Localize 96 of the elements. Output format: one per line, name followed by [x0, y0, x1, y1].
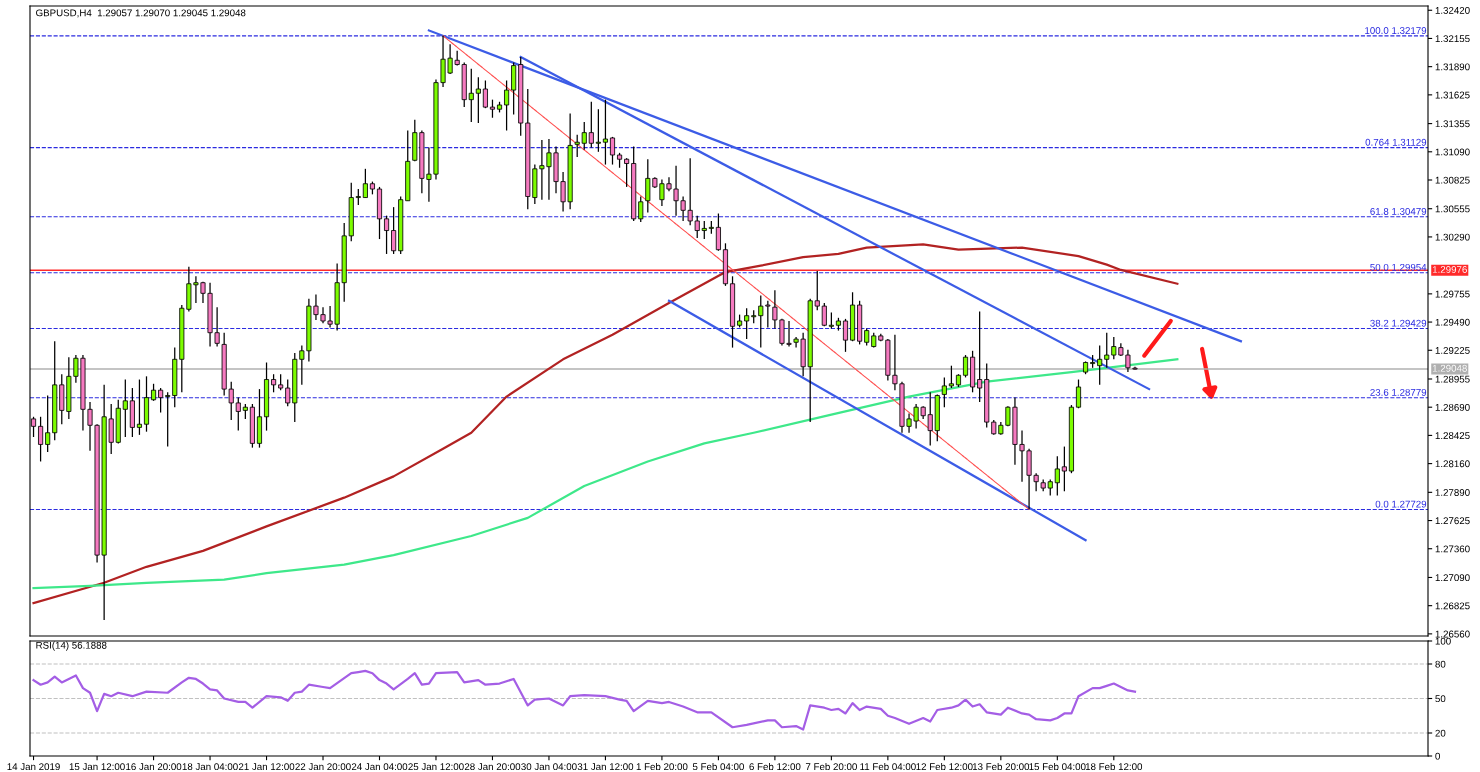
y-tick-label: 1.31355 — [1435, 120, 1470, 128]
x-tick-label: 18 Feb 12:00 — [1085, 762, 1143, 771]
y-tick-label: 1.27890 — [1435, 489, 1470, 496]
x-tick-label: 12 Feb 12:00 — [916, 762, 973, 771]
candlestick — [362, 168, 368, 199]
y-tick-label: 1.31890 — [1435, 63, 1470, 71]
candlestick — [701, 220, 707, 240]
x-tick-label: 30 Jan 04:00 — [521, 763, 577, 771]
candlestick — [468, 68, 474, 123]
candlestick — [475, 76, 481, 124]
ref-line-label: 0.764 1.31129 — [1365, 138, 1427, 146]
x-tick-label: 28 Jan 20:00 — [464, 763, 521, 771]
y-tick-label: 1.28425 — [1435, 432, 1470, 440]
candlestick — [1097, 344, 1103, 386]
ref-line-label: 1.29048 — [1432, 364, 1467, 372]
y-tick-label: 1.26560 — [1435, 630, 1470, 638]
x-tick-label: 22 Jan 20:00 — [295, 763, 351, 771]
x-tick-label: 24 Jan 04:00 — [351, 763, 408, 771]
candlestick — [158, 387, 164, 414]
y-tick-label: 1.28690 — [1435, 403, 1470, 411]
candlestick — [1061, 445, 1067, 492]
candlestick — [45, 394, 51, 453]
y-tick-label: 1.30555 — [1435, 205, 1470, 213]
x-tick-label: 25 Jan 12:00 — [408, 763, 464, 771]
y-tick-label: 1.27625 — [1435, 517, 1470, 525]
candlestick — [482, 79, 488, 109]
candlestick — [489, 99, 496, 119]
line-series — [32, 669, 1137, 731]
ref-line-label: 1.29976 — [1432, 266, 1467, 273]
y-tick-label: 1.26825 — [1435, 602, 1470, 610]
candlestick — [165, 391, 171, 448]
candlestick — [715, 212, 721, 252]
ref-line-label: 100.0 1.32179 — [1365, 27, 1427, 34]
candlestick — [609, 136, 616, 166]
candlestick — [744, 307, 750, 340]
y-tick-label: 1.27090 — [1435, 574, 1470, 582]
line-series — [32, 243, 1179, 605]
y-tick-label: 1.31090 — [1435, 148, 1470, 156]
x-tick-label: 11 Feb 04:00 — [860, 762, 916, 771]
x-tick-label: 31 Jan 12:00 — [577, 763, 634, 771]
candlestick — [638, 195, 644, 223]
y-tick-label: 1.30290 — [1435, 233, 1470, 241]
candlestick — [595, 108, 601, 153]
x-tick-label: 7 Feb 20:00 — [805, 762, 857, 771]
ref-line-label: 23.6 1.28779 — [1370, 388, 1427, 396]
candlestick — [384, 215, 390, 255]
y-tick-label: 1.29225 — [1435, 347, 1470, 354]
candlestick — [1075, 378, 1082, 409]
y-tick-label: 0 — [1435, 752, 1440, 760]
candlestick — [136, 378, 142, 436]
x-tick-label: 18 Jan 04:00 — [182, 763, 238, 771]
candlestick — [948, 365, 954, 389]
candlestick — [624, 157, 630, 188]
y-tick-label: 1.29490 — [1435, 318, 1470, 326]
chart-title: GBPUSD,H4 1.29057 1.29070 1.29045 1.29048 — [36, 9, 246, 18]
candlestick — [842, 318, 849, 353]
x-tick-label: 13 Feb 20:00 — [972, 762, 1030, 771]
candlestick — [1054, 455, 1060, 497]
candlestick — [38, 416, 44, 463]
x-tick-label: 16 Jan 20:00 — [126, 763, 182, 771]
ref-line-label: 0.0 1.27729 — [1375, 500, 1427, 508]
y-tick-label: 100 — [1435, 637, 1451, 645]
x-tick-label: 5 Feb 04:00 — [692, 762, 744, 771]
chart-title: RSI(14) 56.1888 — [36, 641, 107, 651]
ref-line-label: 61.8 1.30479 — [1370, 208, 1427, 215]
candlestick — [271, 373, 277, 393]
ref-line-label: 50.0 1.29954 — [1370, 263, 1427, 271]
ref-line-label: 38.2 1.29429 — [1370, 319, 1427, 327]
y-tick-label: 80 — [1435, 660, 1446, 668]
y-tick-label: 1.30825 — [1435, 176, 1470, 184]
candlestick — [977, 310, 983, 403]
y-tick-label: 20 — [1435, 729, 1446, 737]
x-tick-label: 1 Feb 20:00 — [636, 762, 688, 771]
y-tick-label: 1.28160 — [1435, 460, 1470, 468]
x-tick-label: 6 Feb 12:00 — [749, 762, 801, 771]
y-tick-label: 1.28955 — [1435, 375, 1470, 383]
candlestick — [588, 101, 594, 149]
x-tick-label: 15 Jan 12:00 — [69, 763, 125, 771]
candlestick — [941, 376, 947, 408]
y-tick-label: 1.32155 — [1435, 35, 1470, 43]
x-tick-label: 21 Jan 12:00 — [238, 763, 295, 771]
candlestick — [962, 354, 969, 379]
x-tick-label: 15 Feb 04:00 — [1029, 762, 1086, 771]
y-tick-label: 1.32420 — [1435, 6, 1470, 14]
line-series — [32, 358, 1179, 590]
y-tick-label: 1.29755 — [1435, 290, 1470, 298]
x-tick-label: 14 Jan 2019 — [7, 763, 60, 771]
y-tick-label: 1.27360 — [1435, 545, 1470, 553]
candlestick — [235, 396, 241, 432]
y-tick-label: 50 — [1435, 695, 1446, 703]
candlestick — [122, 378, 128, 438]
y-tick-label: 1.31625 — [1435, 91, 1470, 99]
candlestick — [602, 99, 608, 166]
candlestick — [504, 79, 510, 132]
candlestick — [285, 378, 291, 407]
candlestick — [391, 206, 397, 255]
